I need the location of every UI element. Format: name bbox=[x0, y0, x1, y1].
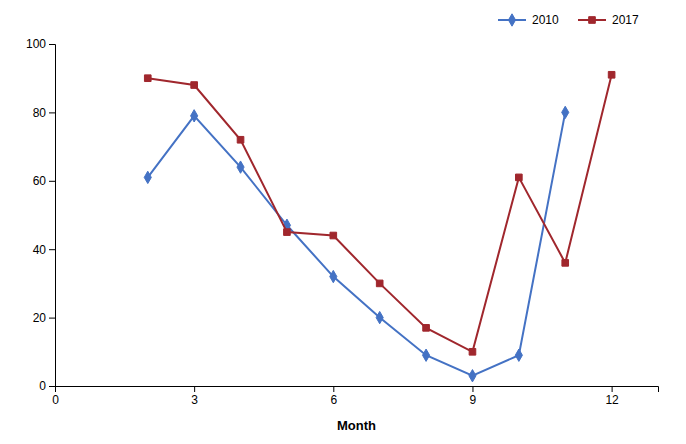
point bbox=[144, 171, 151, 183]
x-axis: 0 3 6 9 12 bbox=[52, 386, 658, 407]
y-axis: 0 20 40 60 80 100 bbox=[26, 37, 56, 393]
tick-label: 3 bbox=[191, 393, 198, 407]
point bbox=[376, 280, 383, 287]
tick-mark bbox=[333, 386, 334, 392]
legend-item: 2017 bbox=[578, 13, 639, 27]
point bbox=[330, 232, 337, 239]
tick-mark bbox=[194, 386, 195, 392]
point bbox=[191, 82, 198, 89]
tick-mark bbox=[49, 386, 55, 387]
legend-label: 2010 bbox=[532, 13, 559, 27]
point bbox=[191, 110, 198, 122]
axis-line bbox=[49, 45, 56, 387]
point bbox=[423, 349, 430, 361]
tick: 60 bbox=[33, 174, 55, 188]
tick-label: 0 bbox=[52, 393, 59, 407]
point bbox=[237, 161, 244, 173]
tick-mark bbox=[49, 249, 55, 250]
marks bbox=[144, 71, 615, 381]
point bbox=[284, 229, 291, 236]
x-axis-label: Month bbox=[337, 418, 376, 433]
point bbox=[516, 174, 523, 181]
tick: 0 bbox=[52, 386, 59, 407]
tick-mark bbox=[49, 44, 55, 45]
tick: 6 bbox=[330, 386, 337, 407]
tick-label: 0 bbox=[39, 379, 46, 393]
line bbox=[148, 75, 612, 352]
tick-mark bbox=[472, 386, 473, 392]
line bbox=[148, 112, 565, 375]
point bbox=[469, 348, 476, 355]
tick: 40 bbox=[33, 243, 55, 257]
tick-label: 100 bbox=[26, 37, 46, 51]
tick-mark bbox=[49, 318, 55, 319]
tick-label: 40 bbox=[33, 243, 47, 257]
tick-label: 80 bbox=[33, 106, 47, 120]
tick-label: 9 bbox=[470, 393, 477, 407]
tick-label: 12 bbox=[605, 393, 619, 407]
legend: 2010 2017 bbox=[498, 13, 639, 27]
tick: 20 bbox=[33, 311, 55, 325]
tick-mark bbox=[49, 112, 55, 113]
tick: 100 bbox=[26, 37, 55, 51]
legend-item: 2010 bbox=[498, 13, 559, 27]
tick: 3 bbox=[191, 386, 198, 407]
tick: 80 bbox=[33, 106, 55, 120]
axis-line bbox=[56, 387, 659, 393]
tick-label: 6 bbox=[330, 393, 337, 407]
point bbox=[469, 370, 476, 382]
point bbox=[237, 136, 244, 143]
plot: 0 3 6 9 12 0 20 40 60 80 100 bbox=[26, 37, 659, 406]
point bbox=[376, 311, 383, 323]
tick-label: 60 bbox=[33, 174, 47, 188]
chart: 0 3 6 9 12 0 20 40 60 80 100 Month 2010 2017 bbox=[0, 0, 686, 444]
point bbox=[515, 349, 522, 361]
tick-label: 20 bbox=[33, 311, 47, 325]
legend-label: 2017 bbox=[612, 13, 639, 27]
tick-mark bbox=[49, 181, 55, 182]
tick: 12 bbox=[605, 386, 619, 407]
legend-marker bbox=[508, 14, 515, 26]
point bbox=[562, 106, 569, 118]
tick-mark bbox=[612, 386, 613, 392]
legend-marker bbox=[589, 17, 596, 24]
tick: 9 bbox=[470, 386, 477, 407]
point bbox=[562, 260, 569, 267]
point bbox=[144, 75, 151, 82]
point bbox=[608, 71, 615, 78]
point bbox=[423, 325, 430, 332]
point bbox=[330, 270, 337, 282]
tick: 0 bbox=[39, 379, 55, 393]
